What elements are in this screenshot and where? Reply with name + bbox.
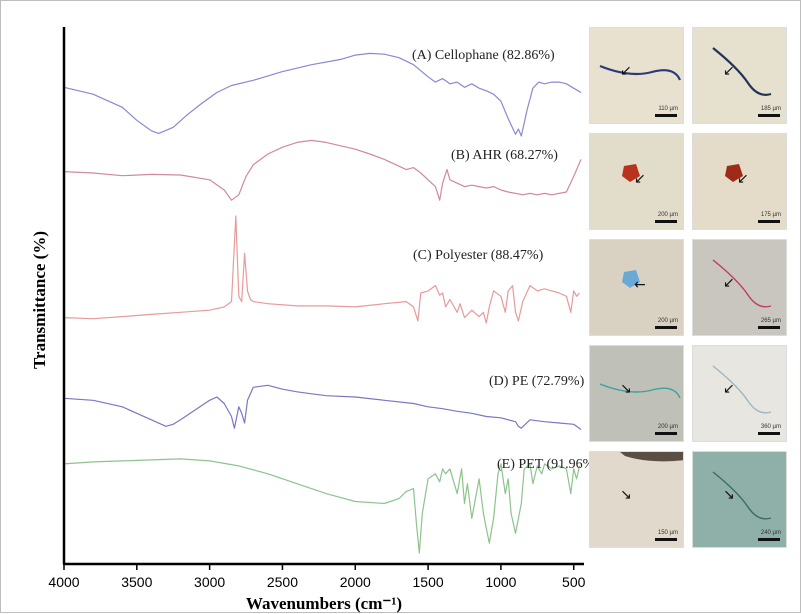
scale-label: 200 µm	[657, 212, 678, 218]
scale-bar	[655, 220, 677, 223]
spectrum-line-1	[63, 139, 582, 201]
pointer-arrow-icon: ↘	[620, 381, 632, 397]
scale-label: 185 µm	[760, 106, 781, 112]
series-label-3: (D) PE (72.79%)	[489, 374, 585, 389]
x-tick-label-2: 3000	[194, 574, 225, 590]
series-label-4: (E) PET (91.96%)	[497, 457, 599, 472]
x-tick-label-7: 500	[562, 574, 586, 590]
series-label-1: (B) AHR (68.27%)	[451, 148, 558, 163]
spectrum-line-4	[63, 458, 581, 554]
micrograph-particle	[712, 47, 772, 96]
micrograph-particle	[712, 365, 772, 414]
pointer-arrow-icon: ←	[634, 277, 646, 293]
scale-label: 200 µm	[657, 424, 678, 430]
x-tick-label-5: 1500	[413, 574, 444, 590]
scale-bar	[758, 538, 780, 541]
spectrum-line-0	[63, 52, 582, 137]
micrograph-particle	[620, 452, 683, 462]
pointer-arrow-icon: ↘	[723, 487, 735, 503]
series-label-0: (A) Cellophane (82.86%)	[412, 48, 555, 63]
scale-bar	[655, 326, 677, 329]
micrograph-9: ↘ 240 µm	[692, 451, 787, 548]
series-labels: (A) Cellophane (82.86%) (B) AHR (68.27%) (…	[412, 48, 599, 472]
micrograph-7: ↙ 360 µm	[692, 345, 787, 442]
pointer-arrow-icon: ↘	[620, 487, 632, 503]
spectra-layer	[63, 52, 582, 554]
micrograph-8: ↘ 150 µm	[589, 451, 684, 548]
scale-bar	[758, 326, 780, 329]
micrograph-particle	[712, 259, 772, 308]
micrograph-particle	[599, 383, 681, 399]
micrograph-4: ← 200 µm	[589, 239, 684, 336]
series-label-2: (C) Polyester (88.47%)	[413, 248, 544, 263]
axes-layer	[62, 27, 584, 566]
scale-bar	[758, 432, 780, 435]
x-ticks: 4000 3500 3000 2500 2000 1500 1000 500	[48, 564, 586, 590]
scale-label: 110 µm	[658, 106, 678, 112]
micrograph-3: ↙ 175 µm	[692, 133, 787, 230]
micrograph-particle	[725, 164, 743, 182]
spectrum-line-3	[63, 384, 582, 430]
pointer-arrow-icon: ↙	[737, 171, 749, 187]
x-tick-label-6: 1000	[485, 574, 516, 590]
scale-bar	[758, 114, 780, 117]
micrograph-particle	[622, 270, 640, 288]
x-tick-label-4: 2000	[340, 574, 371, 590]
scale-label: 265 µm	[760, 318, 781, 324]
pointer-arrow-icon: ↙	[620, 63, 632, 79]
x-tick-label-3: 2500	[267, 574, 298, 590]
spectrum-line-2	[63, 215, 580, 324]
x-axis-label: Wavenumbers (cm⁻¹)	[246, 594, 402, 613]
scale-label: 175 µm	[760, 212, 781, 218]
micrograph-particle	[599, 64, 682, 81]
scale-label: 200 µm	[657, 318, 678, 324]
scale-label: 150 µm	[657, 530, 678, 536]
scale-bar	[655, 432, 677, 435]
micrograph-particle	[712, 471, 772, 520]
pointer-arrow-icon: ↙	[723, 381, 735, 397]
micrograph-1: ↙ 185 µm	[692, 27, 787, 124]
x-tick-label-0: 4000	[48, 574, 79, 590]
pointer-arrow-icon: ↙	[634, 171, 646, 187]
scale-bar	[655, 114, 677, 117]
x-tick-label-1: 3500	[121, 574, 152, 590]
scale-bar	[758, 220, 780, 223]
micrograph-6: ↘ 200 µm	[589, 345, 684, 442]
micrograph-particle	[622, 164, 640, 182]
scale-label: 240 µm	[760, 530, 781, 536]
pointer-arrow-icon: ↙	[723, 63, 735, 79]
scale-label: 360 µm	[760, 424, 781, 430]
scale-bar	[655, 538, 677, 541]
y-axis-label: Transmittance (%)	[30, 231, 49, 369]
micrograph-5: ↙ 265 µm	[692, 239, 787, 336]
micrograph-2: ↙ 200 µm	[589, 133, 684, 230]
micrograph-0: ↙ 110 µm	[589, 27, 684, 124]
pointer-arrow-icon: ↙	[723, 275, 735, 291]
micrograph-panel: ↙ 110 µm ↙ 185 µm ↙ 200 µm ↙ 175 µm ← 200 µm ↙ 265 …	[589, 27, 789, 555]
